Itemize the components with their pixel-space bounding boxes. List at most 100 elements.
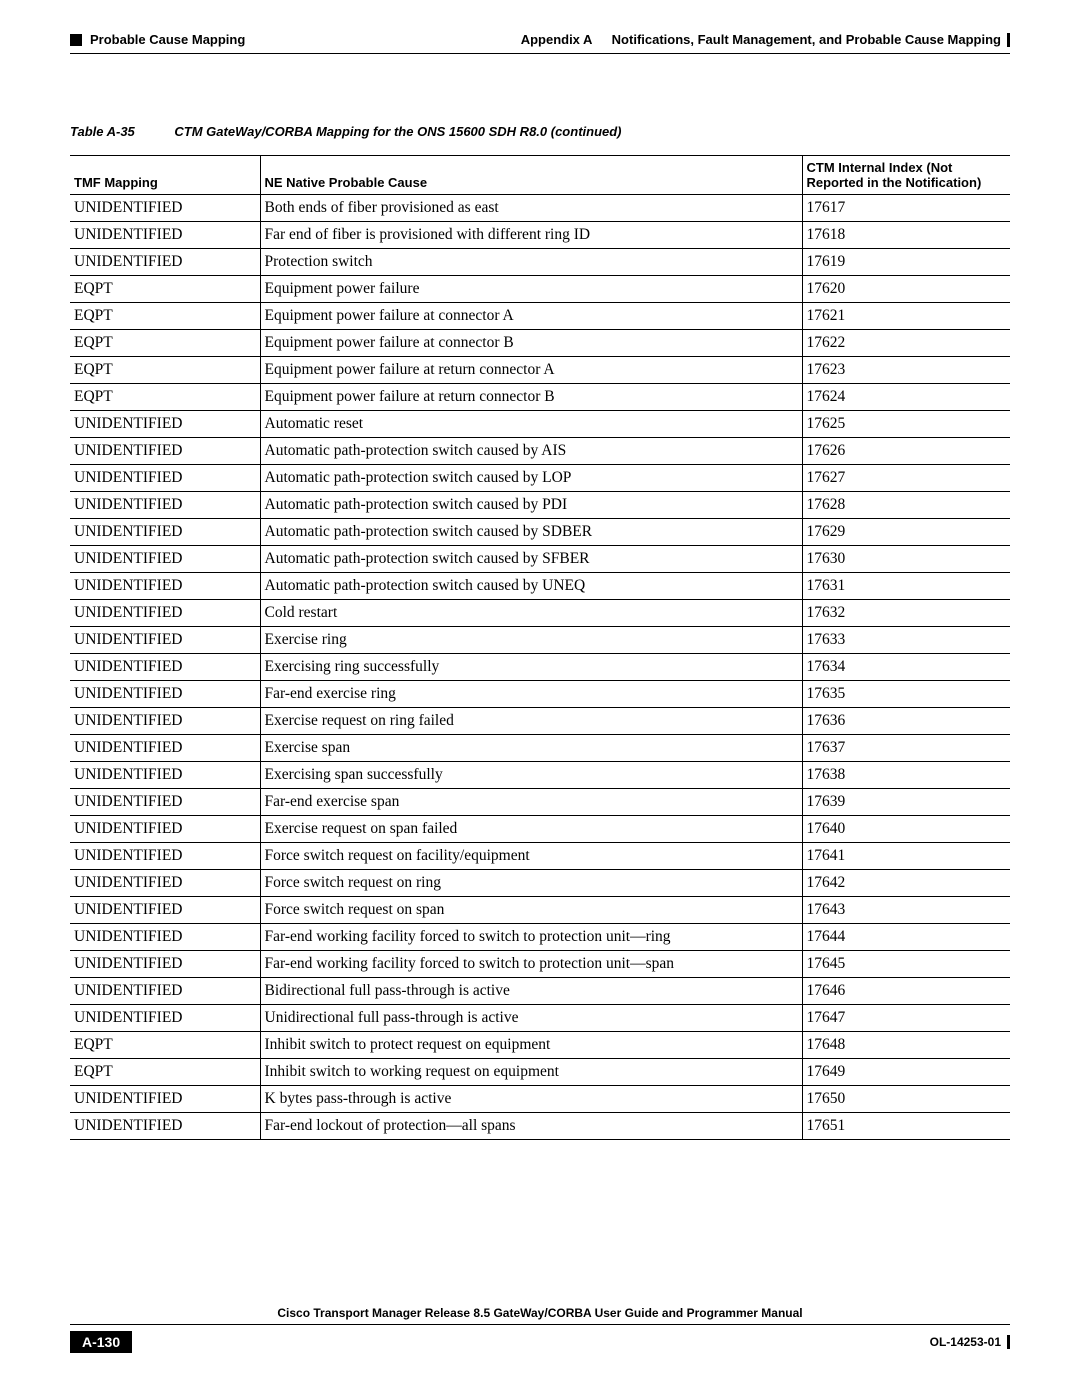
cell-tmf: UNIDENTIFIED	[70, 951, 260, 978]
table-row: UNIDENTIFIEDAutomatic path-protection sw…	[70, 546, 1010, 573]
cell-index: 17650	[802, 1086, 1010, 1113]
square-marker-icon	[70, 34, 82, 46]
table-row: EQPTEquipment power failure at connector…	[70, 330, 1010, 357]
table-row: UNIDENTIFIEDUnidirectional full pass-thr…	[70, 1005, 1010, 1032]
cell-tmf: UNIDENTIFIED	[70, 627, 260, 654]
cell-cause: Automatic path-protection switch caused …	[260, 492, 802, 519]
table-row: UNIDENTIFIEDBidirectional full pass-thro…	[70, 978, 1010, 1005]
cell-cause: Force switch request on ring	[260, 870, 802, 897]
page-number-badge: A-130	[70, 1331, 132, 1353]
table-row: UNIDENTIFIEDExercise request on ring fai…	[70, 708, 1010, 735]
cell-cause: Exercise ring	[260, 627, 802, 654]
cell-index: 17618	[802, 222, 1010, 249]
cell-tmf: UNIDENTIFIED	[70, 465, 260, 492]
cell-tmf: UNIDENTIFIED	[70, 681, 260, 708]
cell-index: 17617	[802, 195, 1010, 222]
cell-cause: Force switch request on span	[260, 897, 802, 924]
col-header-cause: NE Native Probable Cause	[260, 156, 802, 195]
table-row: UNIDENTIFIEDFar end of fiber is provisio…	[70, 222, 1010, 249]
cell-index: 17633	[802, 627, 1010, 654]
table-row: UNIDENTIFIEDAutomatic path-protection sw…	[70, 492, 1010, 519]
cell-index: 17646	[802, 978, 1010, 1005]
table-row: UNIDENTIFIEDK bytes pass-through is acti…	[70, 1086, 1010, 1113]
vertical-rule-icon	[1007, 1335, 1010, 1349]
cell-cause: Equipment power failure at connector B	[260, 330, 802, 357]
page-footer: Cisco Transport Manager Release 8.5 Gate…	[70, 1306, 1010, 1353]
cell-cause: Far-end exercise ring	[260, 681, 802, 708]
cell-tmf: UNIDENTIFIED	[70, 438, 260, 465]
table-row: UNIDENTIFIEDExercise ring17633	[70, 627, 1010, 654]
footer-bottom: A-130 OL-14253-01	[70, 1331, 1010, 1353]
table-row: UNIDENTIFIEDExercise request on span fai…	[70, 816, 1010, 843]
table-row: UNIDENTIFIEDExercise span17637	[70, 735, 1010, 762]
cell-tmf: UNIDENTIFIED	[70, 870, 260, 897]
table-row: UNIDENTIFIEDFar-end lockout of protectio…	[70, 1113, 1010, 1140]
table-row: UNIDENTIFIEDFar-end working facility for…	[70, 951, 1010, 978]
appendix-title: Notifications, Fault Management, and Pro…	[612, 32, 1001, 47]
table-row: UNIDENTIFIEDBoth ends of fiber provision…	[70, 195, 1010, 222]
cell-cause: Far-end lockout of protection—all spans	[260, 1113, 802, 1140]
doc-id-text: OL-14253-01	[930, 1335, 1001, 1349]
cell-index: 17651	[802, 1113, 1010, 1140]
cell-index: 17625	[802, 411, 1010, 438]
cell-cause: Automatic reset	[260, 411, 802, 438]
col-header-tmf: TMF Mapping	[70, 156, 260, 195]
cell-tmf: UNIDENTIFIED	[70, 789, 260, 816]
footer-rule	[70, 1324, 1010, 1325]
table-row: UNIDENTIFIEDFar-end exercise ring17635	[70, 681, 1010, 708]
table-row: UNIDENTIFIEDAutomatic path-protection sw…	[70, 519, 1010, 546]
cell-tmf: UNIDENTIFIED	[70, 654, 260, 681]
cell-index: 17635	[802, 681, 1010, 708]
cell-index: 17622	[802, 330, 1010, 357]
cell-index: 17637	[802, 735, 1010, 762]
table-row: EQPTEquipment power failure at connector…	[70, 303, 1010, 330]
table-row: UNIDENTIFIEDForce switch request on faci…	[70, 843, 1010, 870]
col-header-index: CTM Internal Index (Not Reported in the …	[802, 156, 1010, 195]
cell-tmf: EQPT	[70, 1032, 260, 1059]
cell-index: 17636	[802, 708, 1010, 735]
table-row: UNIDENTIFIEDAutomatic path-protection sw…	[70, 438, 1010, 465]
cell-tmf: UNIDENTIFIED	[70, 1005, 260, 1032]
cell-index: 17634	[802, 654, 1010, 681]
cell-cause: K bytes pass-through is active	[260, 1086, 802, 1113]
cell-cause: Inhibit switch to protect request on equ…	[260, 1032, 802, 1059]
cell-tmf: UNIDENTIFIED	[70, 492, 260, 519]
table-row: UNIDENTIFIEDFar-end exercise span17639	[70, 789, 1010, 816]
table-row: EQPTEquipment power failure at return co…	[70, 357, 1010, 384]
running-header-left: Probable Cause Mapping	[70, 32, 245, 47]
cell-cause: Cold restart	[260, 600, 802, 627]
appendix-label: Appendix A	[521, 32, 593, 47]
table-row: EQPTInhibit switch to working request on…	[70, 1059, 1010, 1086]
table-row: UNIDENTIFIEDExercising ring successfully…	[70, 654, 1010, 681]
table-header-row: TMF Mapping NE Native Probable Cause CTM…	[70, 156, 1010, 195]
cell-tmf: EQPT	[70, 357, 260, 384]
cell-cause: Exercise span	[260, 735, 802, 762]
cell-cause: Equipment power failure at return connec…	[260, 384, 802, 411]
cell-cause: Protection switch	[260, 249, 802, 276]
cell-tmf: UNIDENTIFIED	[70, 708, 260, 735]
table-row: UNIDENTIFIEDExercising span successfully…	[70, 762, 1010, 789]
cell-cause: Inhibit switch to working request on equ…	[260, 1059, 802, 1086]
doc-id: OL-14253-01	[930, 1335, 1010, 1349]
table-row: UNIDENTIFIEDProtection switch17619	[70, 249, 1010, 276]
table-number: Table A-35	[70, 124, 135, 139]
cell-tmf: UNIDENTIFIED	[70, 978, 260, 1005]
cell-cause: Exercising span successfully	[260, 762, 802, 789]
cell-index: 17642	[802, 870, 1010, 897]
cell-index: 17624	[802, 384, 1010, 411]
cell-tmf: UNIDENTIFIED	[70, 1086, 260, 1113]
page: Probable Cause Mapping Appendix A Notifi…	[0, 0, 1080, 1397]
cell-index: 17638	[802, 762, 1010, 789]
cell-index: 17640	[802, 816, 1010, 843]
cell-tmf: UNIDENTIFIED	[70, 411, 260, 438]
cell-cause: Automatic path-protection switch caused …	[260, 438, 802, 465]
table-row: UNIDENTIFIEDAutomatic reset17625	[70, 411, 1010, 438]
table-row: UNIDENTIFIEDForce switch request on span…	[70, 897, 1010, 924]
cell-cause: Both ends of fiber provisioned as east	[260, 195, 802, 222]
cell-tmf: UNIDENTIFIED	[70, 222, 260, 249]
cell-tmf: UNIDENTIFIED	[70, 735, 260, 762]
cell-cause: Far end of fiber is provisioned with dif…	[260, 222, 802, 249]
cell-tmf: UNIDENTIFIED	[70, 1113, 260, 1140]
cell-cause: Exercising ring successfully	[260, 654, 802, 681]
cell-tmf: UNIDENTIFIED	[70, 546, 260, 573]
